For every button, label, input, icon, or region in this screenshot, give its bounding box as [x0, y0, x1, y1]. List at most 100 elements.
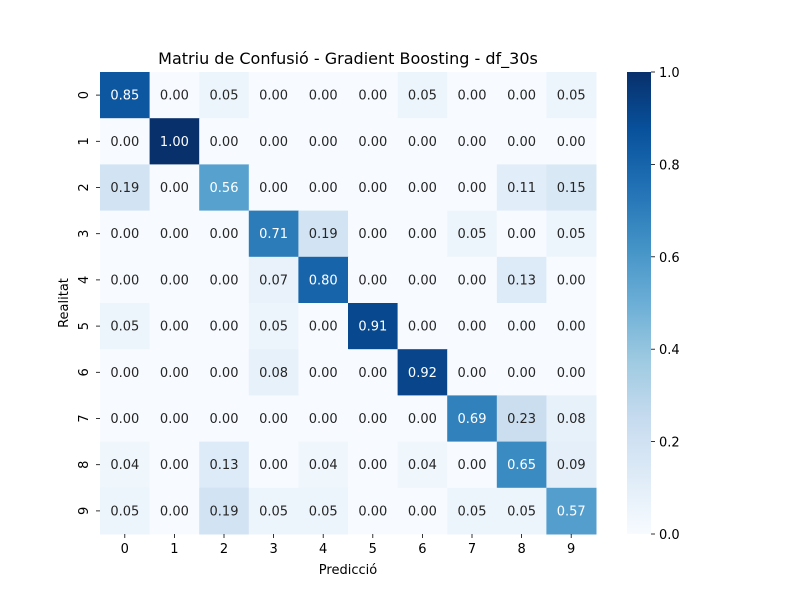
heatmap-cell: [546, 118, 597, 165]
heatmap-cell: [496, 210, 547, 258]
cell-value-label: 0.00: [358, 504, 387, 519]
heatmap-cell: [100, 210, 151, 258]
heatmap-cell: [546, 164, 597, 212]
heatmap-cell: [100, 487, 151, 535]
heatmap-cell: [546, 256, 597, 304]
heatmap-cell: [248, 118, 299, 165]
heatmap-cell: [199, 487, 250, 535]
heatmap-cell: [248, 303, 299, 350]
heatmap-cell: [496, 303, 547, 350]
colorbar-tick-label: 0.0: [659, 528, 680, 543]
cell-value-label: 0.00: [358, 366, 387, 381]
cell-value-label: 0.00: [309, 89, 338, 104]
heatmap-cell: [447, 303, 498, 350]
y-axis-label: Realitat: [57, 278, 72, 328]
heatmap-cell: [100, 72, 151, 119]
heatmap-cell: [149, 256, 200, 304]
heatmap-cell: [248, 72, 299, 119]
heatmap-cell: [298, 164, 349, 212]
heatmap-cell: [100, 395, 151, 443]
cell-value-label: 0.05: [259, 504, 288, 519]
cell-value-label: 0.00: [458, 135, 487, 150]
heatmap-cell: [149, 487, 200, 535]
heatmap-cell: [100, 164, 151, 212]
cell-value-label: 0.00: [309, 412, 338, 427]
heatmap-cell: [149, 303, 200, 350]
heatmap-cell: [298, 349, 349, 396]
heatmap-cell: [149, 164, 200, 212]
heatmap-cell: [298, 210, 349, 258]
cell-value-label: 0.00: [358, 458, 387, 473]
cell-value-label: 0.00: [408, 504, 437, 519]
cell-value-label: 0.05: [259, 320, 288, 335]
x-tick-label: 8: [517, 542, 525, 557]
x-tick-label: 1: [170, 542, 178, 557]
cell-value-label: 0.91: [358, 320, 387, 335]
cell-value-label: 0.00: [557, 366, 586, 381]
cell-value-label: 0.19: [309, 227, 338, 242]
y-tick-label: 4: [77, 276, 92, 284]
cell-value-label: 0.00: [160, 504, 189, 519]
cell-value-label: 0.00: [210, 412, 239, 427]
cell-value-label: 0.00: [309, 135, 338, 150]
heatmap-cell: [199, 118, 250, 165]
cell-value-label: 0.11: [507, 181, 536, 196]
heatmap-cell: [149, 395, 200, 443]
cell-value-label: 0.00: [309, 181, 338, 196]
heatmap-cell: [496, 164, 547, 212]
cell-value-label: 0.00: [110, 135, 139, 150]
x-tick-label: 7: [468, 542, 476, 557]
cell-value-label: 0.05: [309, 504, 338, 519]
x-tick-label: 4: [319, 542, 327, 557]
cell-value-label: 0.00: [160, 89, 189, 104]
heatmap-cell: [496, 72, 547, 119]
heatmap-cell: [298, 487, 349, 535]
heatmap-cell: [348, 72, 399, 119]
cell-value-label: 0.71: [259, 227, 288, 242]
heatmap-cell: [546, 303, 597, 350]
cell-value-label: 0.00: [408, 135, 437, 150]
cell-value-label: 0.00: [259, 412, 288, 427]
heatmap-cell: [546, 349, 597, 396]
y-tick-label: 7: [77, 414, 92, 422]
heatmap-cell: [397, 395, 448, 443]
heatmap-cell: [397, 164, 448, 212]
heatmap-cell: [447, 487, 498, 535]
heatmap-cell: [397, 303, 448, 350]
x-tick-label: 0: [121, 542, 129, 557]
cell-value-label: 0.00: [458, 273, 487, 288]
cell-value-label: 0.00: [110, 412, 139, 427]
heatmap-cell: [199, 72, 250, 119]
y-tick-label: 1: [77, 137, 92, 145]
heatmap-cell: [496, 256, 547, 304]
x-axis-label: Predicció: [319, 563, 377, 578]
cell-value-label: 0.00: [557, 320, 586, 335]
cell-value-label: 0.00: [110, 273, 139, 288]
cell-value-label: 0.00: [408, 227, 437, 242]
cell-value-label: 0.00: [557, 135, 586, 150]
heatmap-cell: [199, 395, 250, 443]
heatmap-cell: [149, 118, 200, 165]
heatmap-cell: [248, 441, 299, 489]
cell-value-label: 0.65: [507, 458, 536, 473]
heatmap-cell: [447, 72, 498, 119]
cell-value-label: 0.56: [210, 181, 239, 196]
heatmap-cell: [546, 487, 597, 535]
heatmap-cell: [298, 395, 349, 443]
heatmap-cell: [447, 256, 498, 304]
heatmap-cell: [546, 441, 597, 489]
heatmap-cell: [496, 487, 547, 535]
heatmap-cell: [149, 72, 200, 119]
heatmap-cell: [199, 210, 250, 258]
x-tick-label: 3: [269, 542, 277, 557]
heatmap-cell: [100, 441, 151, 489]
cell-value-label: 0.05: [210, 89, 239, 104]
cell-value-label: 0.00: [259, 89, 288, 104]
cell-value-label: 0.13: [210, 458, 239, 473]
heatmap-cell: [348, 164, 399, 212]
cell-value-label: 0.00: [110, 227, 139, 242]
cell-value-label: 0.05: [557, 227, 586, 242]
cell-value-label: 0.00: [110, 366, 139, 381]
cell-value-label: 0.04: [309, 458, 338, 473]
